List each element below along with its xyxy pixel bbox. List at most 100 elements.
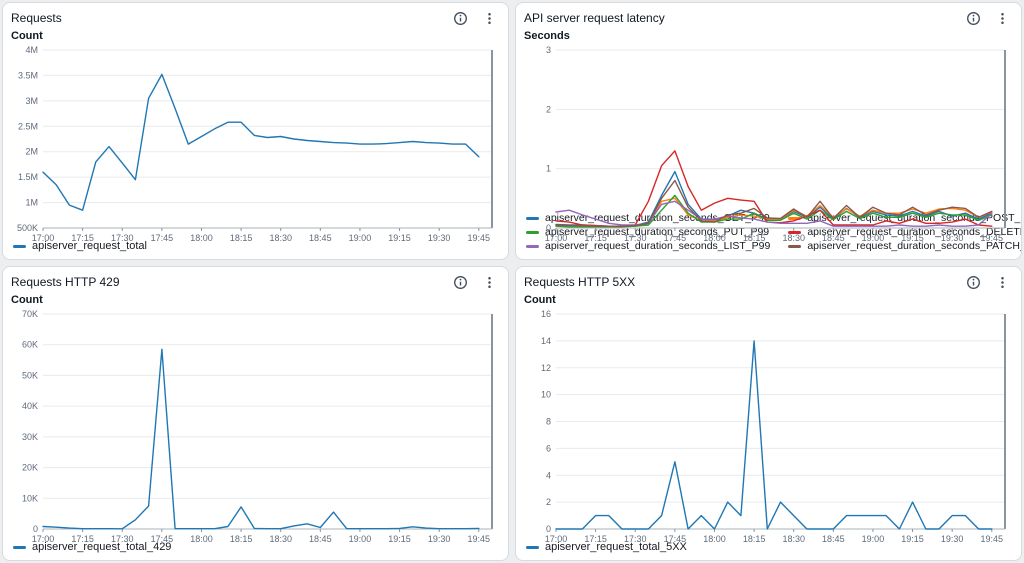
y-tick-label: 40K [22,401,38,411]
chart-plot-area[interactable]: 16 14 12 10 8 6 4 2 0 17:00 17:15 17:30 17:45 18:00 18… [524,308,1013,544]
y-tick-label: 1 [546,164,551,174]
x-tick-label: 18:00 [190,233,213,243]
y-tick-label: 30K [22,432,38,442]
legend-swatch [526,244,539,248]
widget-menu-icon[interactable] [481,274,498,291]
x-tick-label: 19:30 [941,534,964,544]
widget-menu-icon[interactable] [994,274,1011,291]
y-tick-label: 0 [546,223,551,233]
legend-item[interactable]: apiserver_request_duration_seconds_LIST_… [526,240,770,252]
series-line-apiserver_request_total[interactable] [42,73,480,211]
x-tick-label: 19:00 [862,534,885,544]
legend-swatch [526,230,539,234]
widget-menu-icon[interactable] [481,10,498,27]
x-tick-label: 17:00 [32,233,55,243]
legend-label: apiserver_request_total [32,240,147,252]
x-tick-label: 18:15 [743,534,766,544]
y-tick-label: 6 [546,443,551,453]
legend-item[interactable]: apiserver_request_total [13,240,147,252]
widget-requests: Requests Count 4M 3.5M 3M 2.5M 2M 1.5M 1M 500K 1… [2,2,509,260]
widget-title: Requests [11,11,62,25]
x-tick-label: 18:00 [190,534,213,544]
y-axis-unit-label: Count [11,30,43,42]
x-tick-label: 18:30 [782,534,805,544]
legend-item[interactable]: apiserver_request_duration_seconds_PUT_P… [526,226,770,238]
x-tick-label: 19:45 [981,233,1004,243]
x-tick-label: 17:45 [664,534,687,544]
y-tick-label: 2 [546,104,551,114]
chart-plot-area[interactable]: 4M 3.5M 3M 2.5M 2M 1.5M 1M 500K 17:00 17:15 17:30 1… [11,44,500,243]
x-tick-label: 19:15 [388,233,411,243]
x-tick-label: 18:15 [743,233,766,243]
y-tick-label: 2 [546,497,551,507]
chart-svg: 70K 60K 50K 40K 30K 20K 10K 017:00 17:15 17:30 17:… [22,309,493,544]
legend-swatch [788,216,802,220]
widget-title: Requests HTTP 5XX [524,275,636,289]
x-tick-label: 18:45 [309,233,332,243]
x-tick-label: 19:15 [901,534,924,544]
series-line-apiserver_request_duration_seconds_PATCH_P99[interactable] [555,179,993,227]
x-tick-label: 17:15 [71,534,94,544]
widget-requests-http-429: Requests HTTP 429 Count 70K 60K 50K 40K 30K 2… [2,266,509,561]
y-tick-label: 70K [22,309,38,319]
y-tick-label: 8 [546,417,551,427]
x-tick-label: 17:15 [584,233,607,243]
x-tick-label: 19:45 [468,534,491,544]
widget-menu-icon[interactable] [994,10,1011,27]
x-tick-label: 18:45 [309,534,332,544]
legend-swatch [526,545,539,549]
x-tick-label: 17:00 [545,233,568,243]
info-icon[interactable] [452,274,469,291]
legend-item[interactable]: apiserver_request_total_429 [13,541,171,553]
widget-header-icons [965,274,1013,291]
legend-label: apiserver_request_total_5XX [545,541,687,553]
y-tick-label: 500K [17,223,38,233]
series-line-apiserver_request_duration_seconds_LIST_P99[interactable] [555,200,993,227]
chart-legend: apiserver_request_total_429 [11,537,500,554]
series-line-apiserver_request_total_5XX[interactable] [555,340,993,530]
info-icon[interactable] [965,10,982,27]
x-tick-label: 19:15 [388,534,411,544]
legend-item[interactable]: apiserver_request_total_5XX [526,541,687,553]
x-tick-label: 17:00 [32,534,55,544]
y-tick-label: 1M [25,198,38,208]
y-tick-label: 2.5M [18,121,38,131]
x-tick-label: 19:00 [349,534,372,544]
x-tick-label: 18:00 [703,534,726,544]
chart-plot-area[interactable]: 70K 60K 50K 40K 30K 20K 10K 0 17:00 17:15 17:30 17:… [11,308,500,544]
x-tick-label: 19:30 [428,534,451,544]
legend-swatch [13,545,26,549]
legend-item[interactable]: apiserver_request_duration_seconds_PATCH… [788,240,1021,252]
widget-requests-http-5xx: Requests HTTP 5XX Count 16 14 12 10 8 6 4 2 0 17:… [515,266,1022,561]
y-tick-label: 60K [22,340,38,350]
x-tick-label: 18:30 [782,233,805,243]
y-tick-label: 20K [22,463,38,473]
x-tick-label: 18:30 [269,233,292,243]
y-tick-label: 50K [22,370,38,380]
widget-header-icons [452,10,500,27]
info-icon[interactable] [965,274,982,291]
x-tick-label: 17:00 [545,534,568,544]
y-axis-unit-label: Count [524,294,556,306]
widget-header-icons [965,10,1013,27]
y-tick-label: 1.5M [18,172,38,182]
y-axis-unit-label: Count [11,294,43,306]
widget-header-icons [452,274,500,291]
x-tick-label: 18:45 [822,233,845,243]
legend-label: apiserver_request_duration_seconds_LIST_… [545,240,771,252]
legend-label: apiserver_request_total_429 [32,541,172,553]
x-tick-label: 18:15 [230,233,253,243]
info-icon[interactable] [452,10,469,27]
chart-plot-area[interactable]: 3 2 1 0 17:00 17:15 17:30 17:45 18:00 18:15 18:30 1… [524,44,1013,243]
x-tick-label: 17:30 [624,233,647,243]
y-tick-label: 3 [546,45,551,55]
x-tick-label: 17:30 [624,534,647,544]
widget-header: Requests HTTP 5XX [524,273,1013,291]
legend-item[interactable]: apiserver_request_duration_seconds_DELET… [788,226,1021,238]
y-tick-label: 10 [541,390,551,400]
y-tick-label: 3.5M [18,70,38,80]
series-line-apiserver_request_total_429[interactable] [42,348,480,530]
x-tick-label: 19:00 [862,233,885,243]
